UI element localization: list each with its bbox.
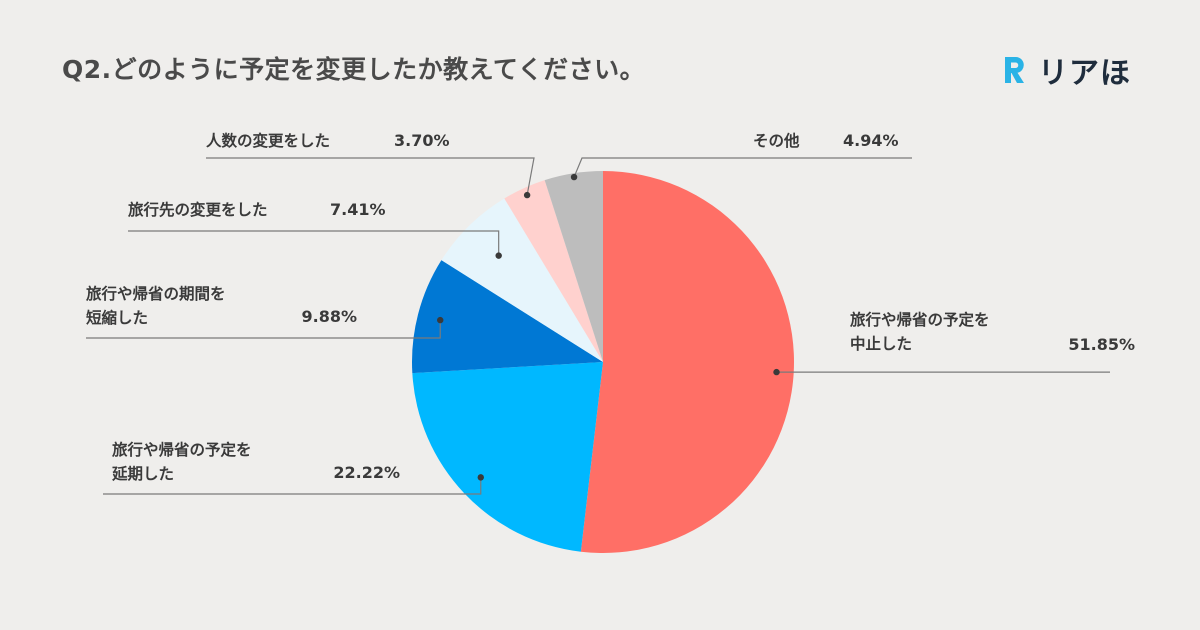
leader-dot-5 xyxy=(570,173,578,181)
chart-title: Q2.どのように予定を変更したか教えてください。 xyxy=(62,55,646,84)
leader-lines xyxy=(86,157,1110,495)
leader-dot-2 xyxy=(437,316,444,324)
slice-value-label-5: 4.94% xyxy=(843,131,899,150)
slice-name-label-3-0: 旅行先の変更をした xyxy=(128,200,268,219)
pie-slice-1 xyxy=(412,362,603,552)
slice-value-label-3: 7.41% xyxy=(330,200,386,219)
pie-slice-3 xyxy=(441,198,603,362)
pie-slice-5 xyxy=(544,171,603,362)
slice-value-label-2: 9.88% xyxy=(301,307,357,326)
slice-name-label-1-1: 延期した xyxy=(111,464,174,483)
leader-line-4 xyxy=(206,157,535,196)
slice-name-label-0-1: 中止した xyxy=(850,334,912,353)
slice-name-label-1-0: 旅行や帰省の予定を xyxy=(112,440,252,459)
slice-value-label-1: 22.22% xyxy=(333,463,400,482)
pie-slice-0 xyxy=(580,171,794,553)
slice-name-label-0-0: 旅行や帰省の予定を xyxy=(850,310,990,329)
slice-name-label-2-0: 旅行や帰省の期間を xyxy=(86,284,226,303)
slice-name-label-5-0: その他 xyxy=(753,131,800,150)
slice-value-label-0: 51.85% xyxy=(1068,335,1135,354)
leader-line-1 xyxy=(103,477,482,495)
pie-slices xyxy=(412,171,794,553)
leader-line-5 xyxy=(573,157,912,178)
pie-slice-2 xyxy=(412,260,603,374)
brand-logo: リアほ xyxy=(1000,48,1131,92)
logo-text: リアほ xyxy=(1038,56,1131,91)
leader-line-3 xyxy=(128,230,500,256)
slice-name-label-2-1: 短縮した xyxy=(86,308,148,327)
leader-dot-4 xyxy=(523,191,531,199)
slice-value-label-4: 3.70% xyxy=(394,131,450,150)
logo-r-mark-icon xyxy=(1005,57,1024,83)
slice-name-label-4-0: 人数の変更をした xyxy=(206,131,330,150)
leader-dot-1 xyxy=(477,474,484,481)
leader-dot-3 xyxy=(495,252,502,259)
leader-line-2 xyxy=(86,320,441,339)
leader-dot-0 xyxy=(773,368,780,376)
pie-slice-4 xyxy=(504,180,603,362)
